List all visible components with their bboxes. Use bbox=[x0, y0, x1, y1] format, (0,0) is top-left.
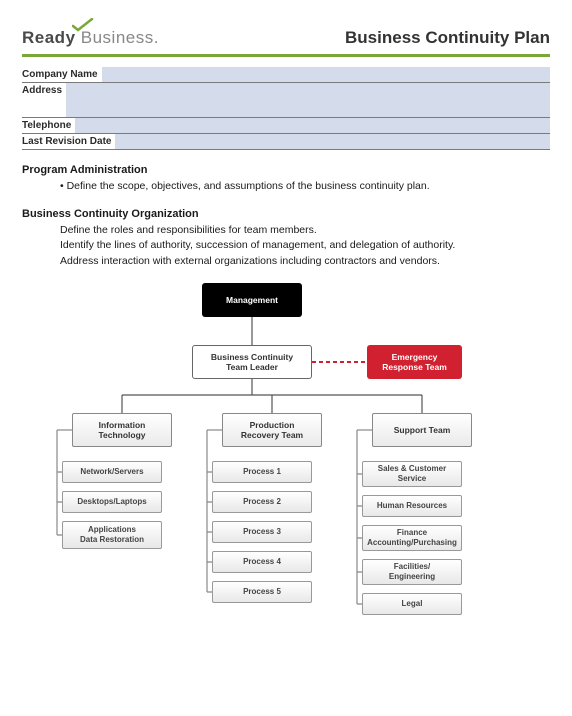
chart-node-it1: Network/Servers bbox=[62, 461, 162, 483]
chart-node-s5: Legal bbox=[362, 593, 462, 615]
section-line: Define the scope, objectives, and assump… bbox=[60, 179, 550, 194]
section-title: Business Continuity Organization bbox=[22, 208, 550, 220]
chart-node-ert: EmergencyResponse Team bbox=[367, 345, 462, 379]
chart-node-s1: Sales & CustomerService bbox=[362, 461, 462, 487]
chart-node-s2: Human Resources bbox=[362, 495, 462, 517]
logo: Ready Business. bbox=[22, 18, 159, 48]
form-label: Address bbox=[22, 83, 66, 117]
form-label: Company Name bbox=[22, 67, 102, 82]
form-label: Last Revision Date bbox=[22, 134, 115, 149]
chart-node-p5: Process 5 bbox=[212, 581, 312, 603]
chart-node-s4: Facilities/Engineering bbox=[362, 559, 462, 585]
form-block: Company NameAddressTelephoneLast Revisio… bbox=[22, 67, 550, 150]
chart-node-p3: Process 3 bbox=[212, 521, 312, 543]
org-chart: Management Business ContinuityTeam Leader… bbox=[27, 283, 537, 633]
form-row: Telephone bbox=[22, 118, 550, 134]
chart-node-p4: Process 4 bbox=[212, 551, 312, 573]
page-title: Business Continuity Plan bbox=[345, 28, 550, 48]
chart-node-it3: ApplicationsData Restoration bbox=[62, 521, 162, 549]
form-row: Last Revision Date bbox=[22, 134, 550, 150]
brand-text: Ready Business. bbox=[22, 28, 159, 48]
sections: Program Administration Define the scope, … bbox=[22, 164, 550, 269]
chart-node-team1: InformationTechnology bbox=[72, 413, 172, 447]
chart-node-p2: Process 2 bbox=[212, 491, 312, 513]
chart-node-leader: Business ContinuityTeam Leader bbox=[192, 345, 312, 379]
brand-bold: Ready bbox=[22, 28, 76, 47]
form-field[interactable] bbox=[75, 118, 550, 133]
form-label: Telephone bbox=[22, 118, 75, 133]
form-row: Company Name bbox=[22, 67, 550, 83]
form-field[interactable] bbox=[102, 67, 550, 82]
chart-node-s3: FinanceAccounting/Purchasing bbox=[362, 525, 462, 551]
section-body: Define the roles and responsibilities fo… bbox=[22, 223, 550, 269]
brand-light: Business. bbox=[76, 28, 159, 47]
form-field[interactable] bbox=[66, 83, 550, 117]
section-line: Define the roles and responsibilities fo… bbox=[60, 223, 550, 238]
form-field[interactable] bbox=[115, 134, 550, 149]
chart-node-p1: Process 1 bbox=[212, 461, 312, 483]
form-row: Address bbox=[22, 83, 550, 118]
section-title: Program Administration bbox=[22, 164, 550, 176]
chart-node-mgmt: Management bbox=[202, 283, 302, 317]
chart-node-team2: ProductionRecovery Team bbox=[222, 413, 322, 447]
chart-node-it2: Desktops/Laptops bbox=[62, 491, 162, 513]
header: Ready Business. Business Continuity Plan bbox=[22, 18, 550, 48]
section-line: Address interaction with external organi… bbox=[60, 254, 550, 269]
header-rule bbox=[22, 54, 550, 57]
chart-node-team3: Support Team bbox=[372, 413, 472, 447]
section-line: Identify the lines of authority, success… bbox=[60, 238, 550, 253]
section-body: Define the scope, objectives, and assump… bbox=[22, 179, 550, 194]
